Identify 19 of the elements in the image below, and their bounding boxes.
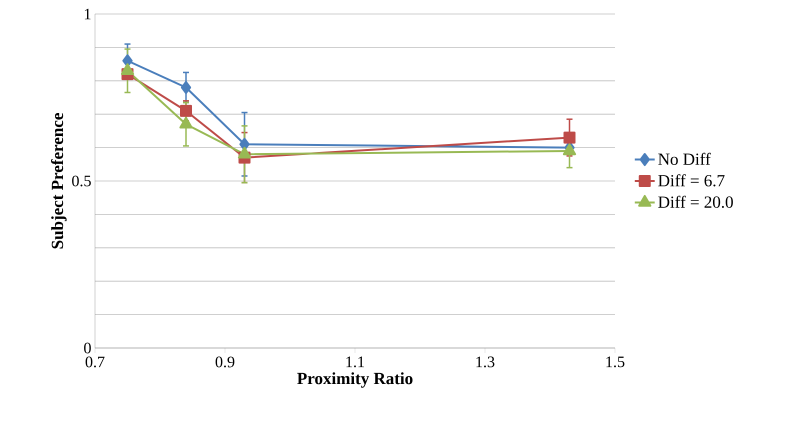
x-axis-title: Proximity Ratio [297,372,413,388]
x-tick-label: 1.5 [606,356,624,368]
legend-label: No Diff [658,152,711,165]
point [180,80,192,94]
x-tick-label: 1.3 [476,356,494,368]
point [120,63,134,76]
x-tick-label: 0.7 [86,356,105,368]
point [179,116,193,128]
x-tick-label: 1.1 [346,356,364,368]
point [238,146,252,159]
point [180,104,192,117]
legend-label: Diff = 20.0 [658,196,733,208]
legend-label: Diff = 6.7 [658,174,725,186]
y-tick-label: 0.5 [72,176,91,186]
y-tick-label: 0 [84,342,91,354]
x-tick-label: 0.9 [216,356,234,368]
y-axis-title: Subject Preference [51,113,67,248]
y-tick-label: 1 [84,8,91,20]
point [564,132,576,144]
